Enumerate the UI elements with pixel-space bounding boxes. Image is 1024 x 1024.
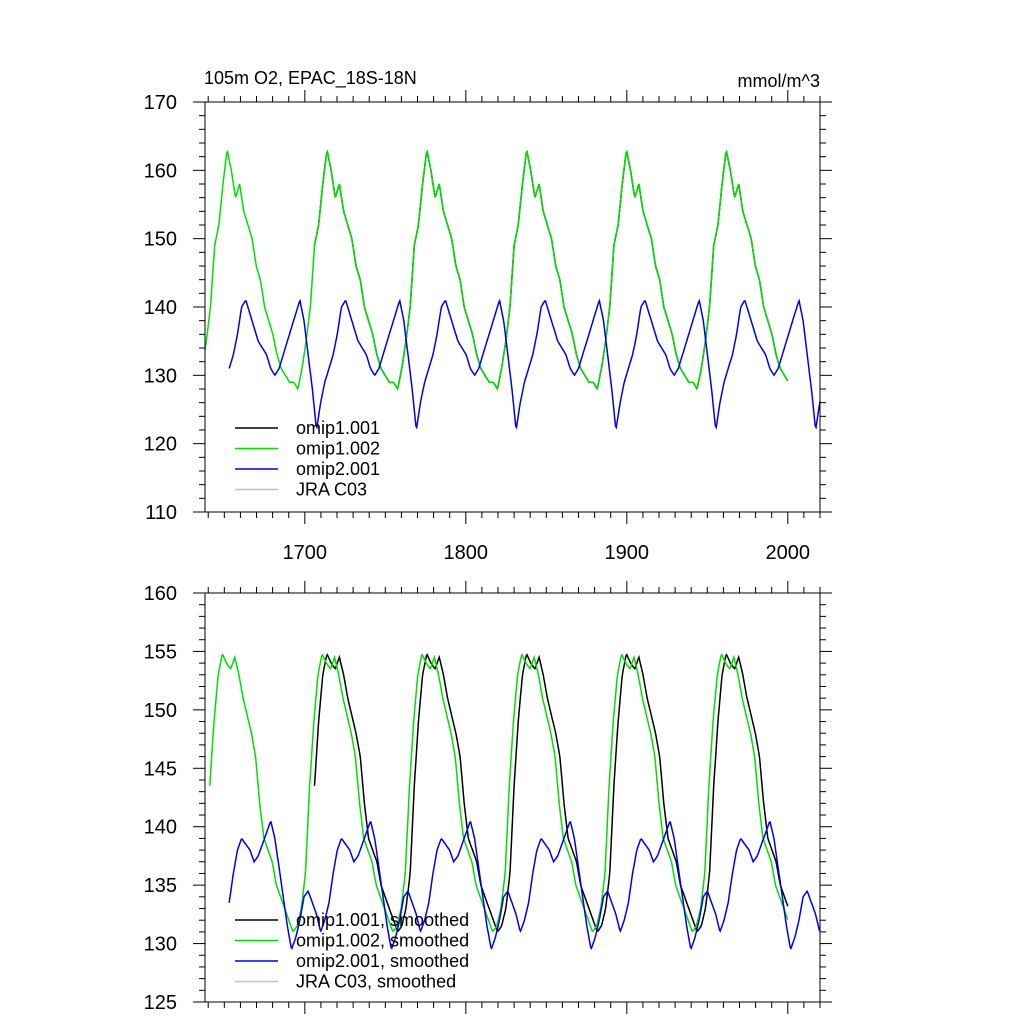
x-tick-label: 1800: [444, 542, 489, 564]
legend-label: JRA C03: [296, 480, 367, 500]
y-tick-label: 145: [144, 758, 177, 780]
y-tick-label: 135: [144, 875, 177, 897]
y-tick-label: 140: [144, 817, 177, 839]
legend-label: omip1.002: [296, 439, 380, 459]
series-line-1-0: [313, 653, 789, 932]
series-line-0-2: [228, 298, 821, 430]
units-label: mmol/m^3: [738, 71, 820, 91]
legend-label: omip1.001: [296, 418, 380, 438]
y-tick-label: 130: [144, 934, 177, 956]
y-tick-label: 170: [144, 92, 177, 114]
series-line-1-1: [209, 653, 789, 932]
x-tick-label: 1900: [605, 542, 650, 564]
y-tick-label: 110: [145, 502, 177, 524]
y-tick-label: 155: [144, 641, 177, 663]
y-tick-label: 125: [144, 992, 177, 1014]
legend-label: omip2.001, smoothed: [296, 951, 469, 971]
y-tick-label: 140: [144, 297, 177, 319]
series-line-1-2: [228, 820, 821, 950]
series-line-0-1: [204, 149, 789, 391]
y-tick-label: 160: [144, 583, 177, 605]
top-panel: 1700 1800 1900 2000 110 120 130 140 150 160 170 omi…: [144, 90, 832, 564]
y-tick-label: 130: [144, 365, 177, 387]
legend-label: omip2.001: [296, 459, 380, 479]
legend-label: omip1.001, smoothed: [296, 910, 469, 930]
y-tick-label: 150: [144, 229, 177, 251]
legend-label: omip1.002, smoothed: [296, 931, 469, 951]
series-line-0-0: [313, 149, 789, 391]
chart-title: 105m O2, EPAC_18S-18N: [204, 68, 417, 89]
legend-label: JRA C03, smoothed: [296, 972, 456, 992]
y-tick-label: 120: [144, 434, 177, 456]
y-tick-label: 150: [144, 700, 177, 722]
y-tick-label: 160: [144, 160, 177, 182]
x-tick-label: 1700: [283, 542, 328, 564]
x-tick-label: 2000: [766, 542, 811, 564]
plot-frame: [204, 592, 821, 1003]
bottom-panel: 125 130 135 140 145 150 155 160 omip1.001, smoot…: [144, 581, 832, 1014]
